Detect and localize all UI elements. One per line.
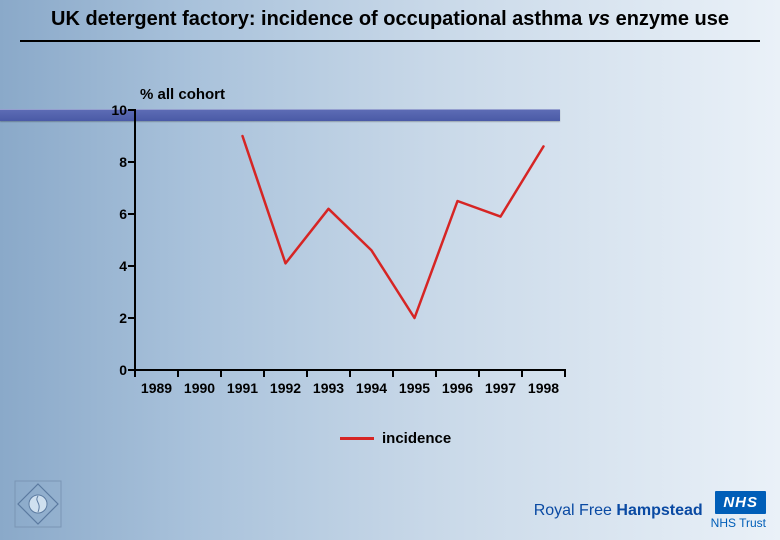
chart-plot [0, 0, 780, 540]
nhs-badge: NHS [715, 491, 766, 514]
series-line-incidence [243, 136, 544, 318]
crest-icon [14, 480, 62, 528]
slide: UK detergent factory: incidence of occup… [0, 0, 780, 540]
chart-legend: incidence [340, 430, 451, 447]
legend-swatch [340, 437, 374, 440]
royal-free-name: Royal Free Hampstead [534, 502, 703, 520]
legend-label: incidence [382, 430, 451, 447]
footer-right: Royal Free Hampstead NHS NHS Trust [534, 491, 766, 530]
royal-free-bold: Hampstead [616, 502, 702, 519]
footer-logo-left [12, 478, 64, 530]
nhs-trust-label: NHS Trust [711, 516, 766, 530]
nhs-block: NHS NHS Trust [711, 491, 766, 530]
royal-free-light: Royal Free [534, 502, 617, 519]
